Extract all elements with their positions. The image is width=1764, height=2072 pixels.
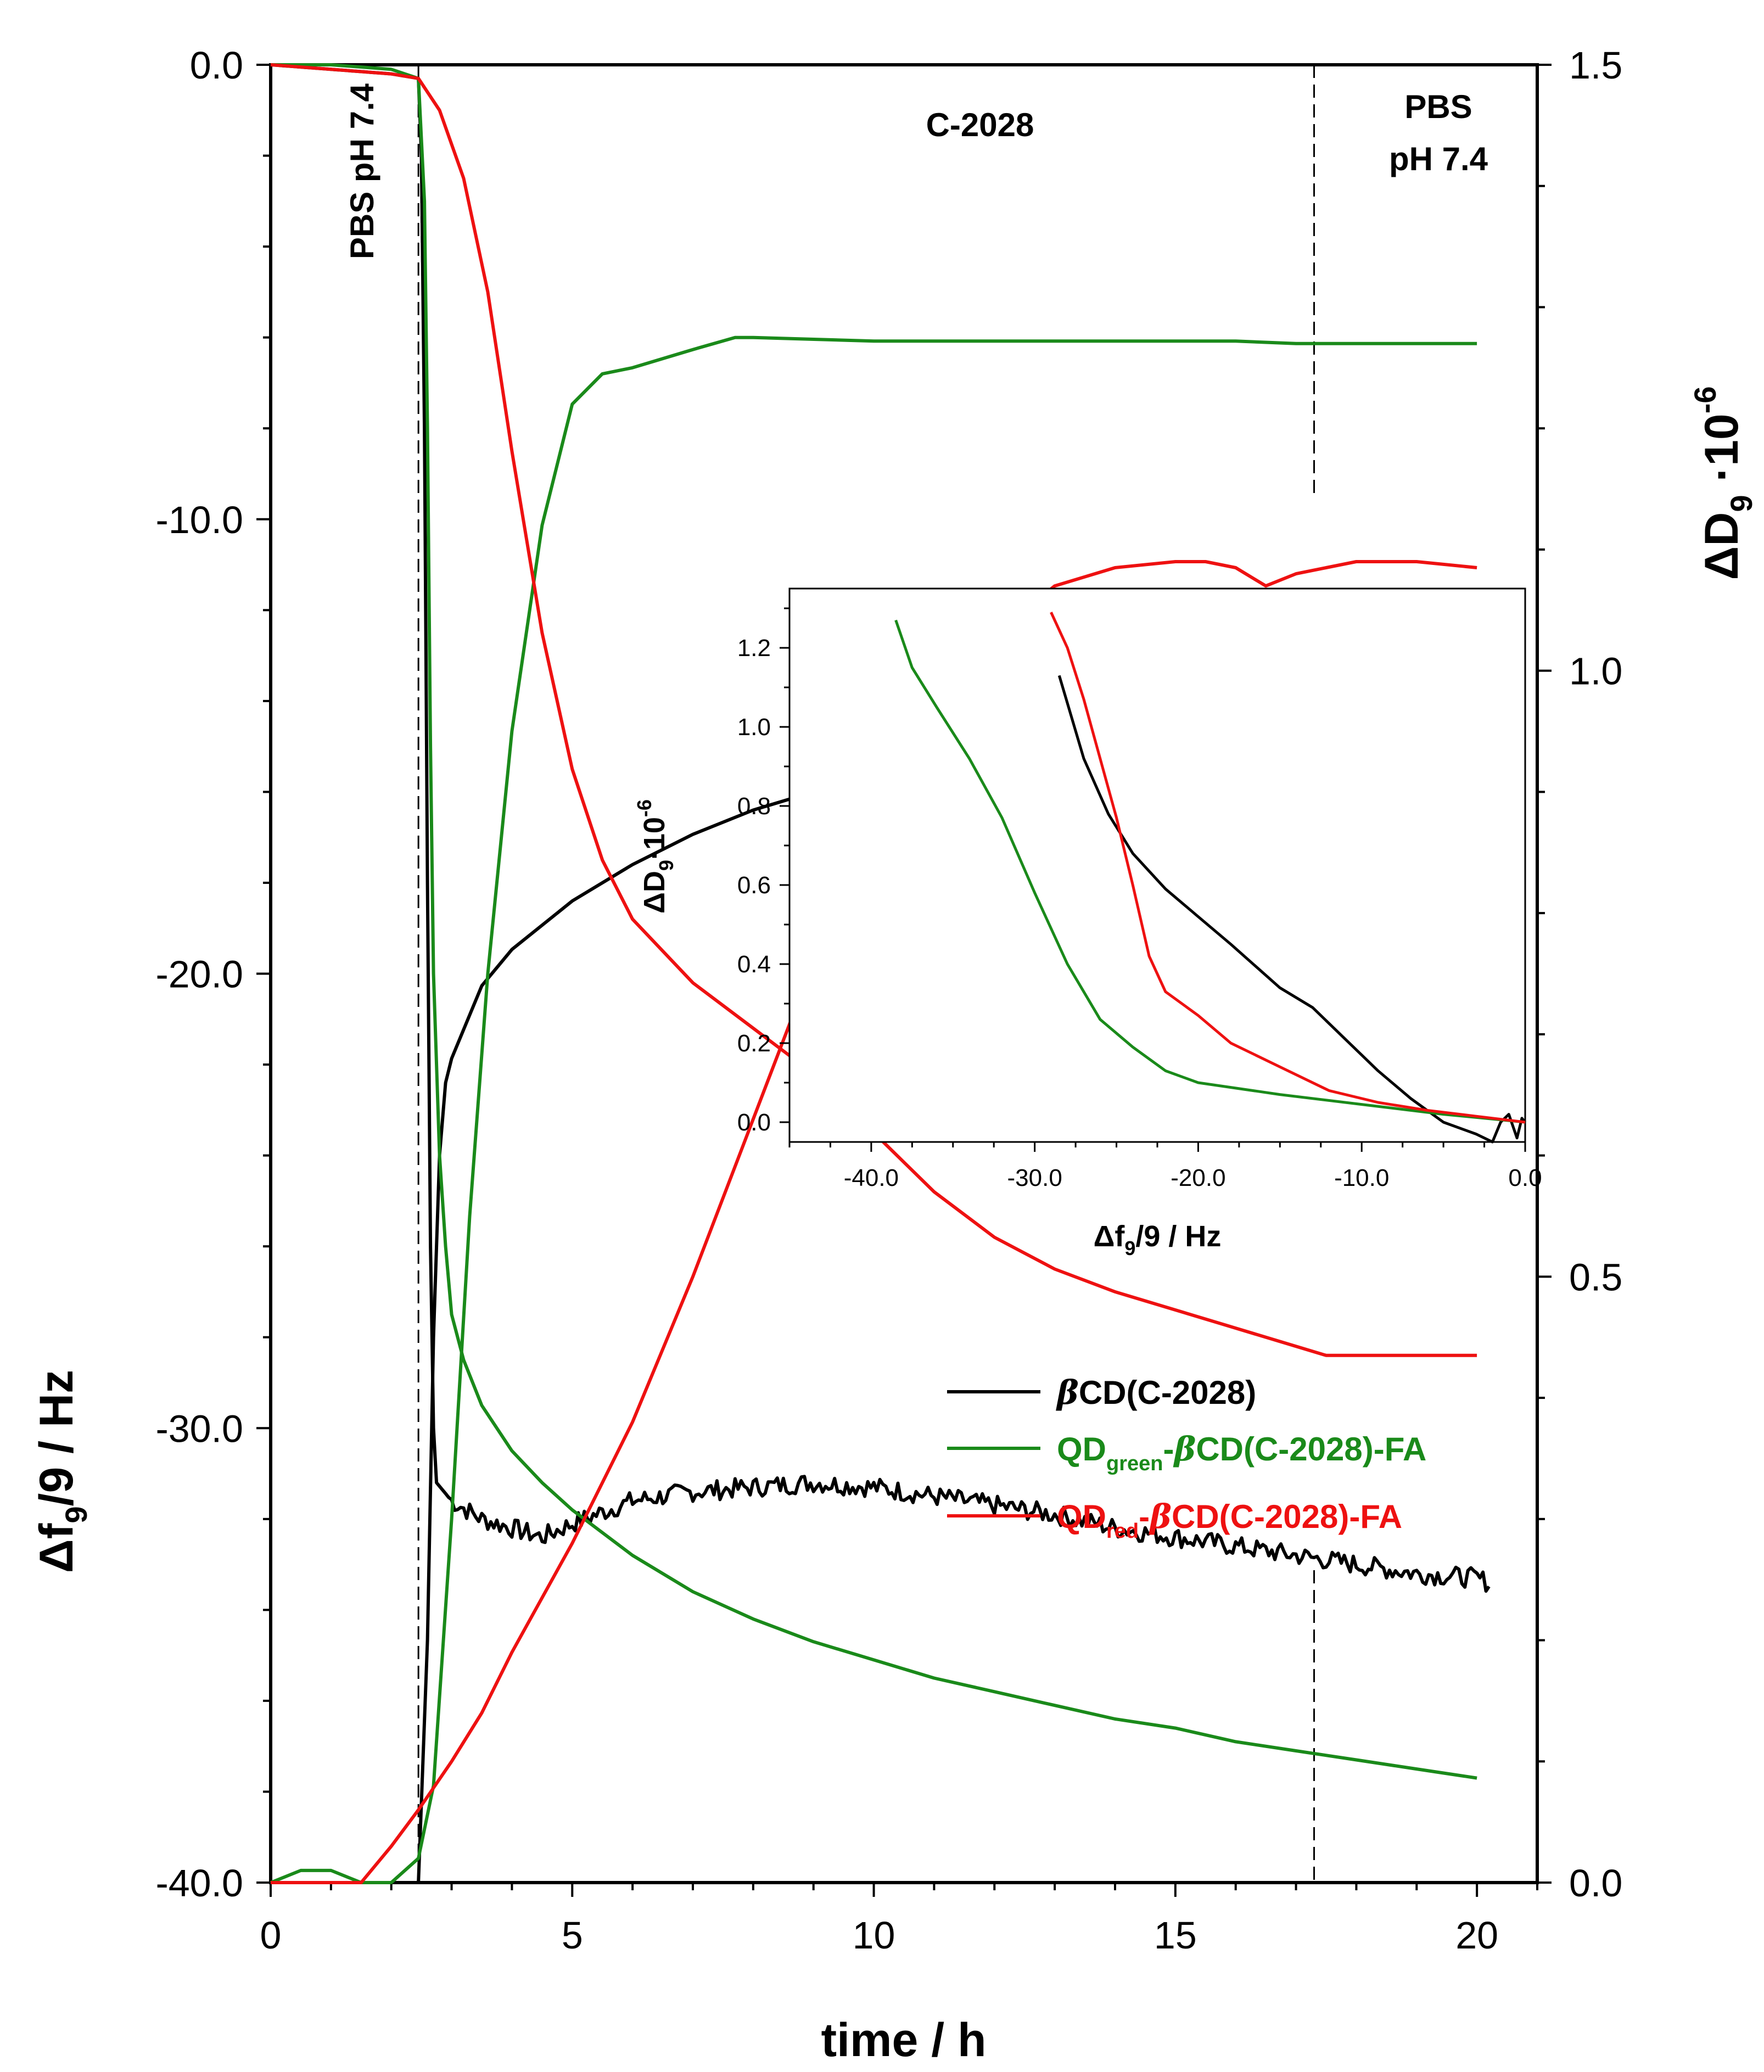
y-left-tick-labels: 0.0 -10.0 -20.0 -30.0 -40.0 <box>155 44 243 1905</box>
inset-x-tick-label: -30.0 <box>1007 1164 1062 1191</box>
inset-x-tick-labels: -40.0 -30.0 -20.0 -10.0 0.0 <box>844 1164 1542 1191</box>
inset-plot-frame <box>788 587 1526 1143</box>
inset-chart: -40.0 -30.0 -20.0 -10.0 0.0 0.0 0.2 0.4 … <box>633 587 1542 1259</box>
y-right-axis-title: ΔD9 ·10-6 <box>1688 386 1759 580</box>
inset-x-tick-label: -20.0 <box>1171 1164 1225 1191</box>
legend-entry-betacd: βCD(C-2028) <box>947 1374 1256 1412</box>
legend-label-qdgreen: QDgreen-βCD(C-2028)-FA <box>1057 1430 1426 1475</box>
legend: βCD(C-2028) QDgreen-βCD(C-2028)-FA QDred… <box>947 1374 1426 1543</box>
x-tick-label-15: 15 <box>1154 1914 1197 1957</box>
inset-y-tick-label: 1.0 <box>737 714 771 741</box>
axis-ticks <box>256 64 1552 1897</box>
y-left-tick-label: -10.0 <box>155 499 243 541</box>
y-right-tick-label: 1.5 <box>1569 44 1622 87</box>
legend-label-betacd: βCD(C-2028) <box>1056 1374 1256 1412</box>
annotation-pbs-start: PBS pH 7.4 <box>344 83 380 259</box>
annotation-pbs-end-line1: PBS <box>1404 88 1472 125</box>
inset-x-tick-label: -40.0 <box>844 1164 899 1191</box>
y-right-tick-label: 0.0 <box>1569 1862 1622 1905</box>
annotation-pbs-end-line2: pH 7.4 <box>1389 141 1488 177</box>
series-dissipation-line-1 <box>270 335 1477 1884</box>
y-right-tick-label: 1.0 <box>1569 650 1622 693</box>
inset-series-line-2 <box>1050 612 1526 1124</box>
inset-x-tick-label: -10.0 <box>1334 1164 1389 1191</box>
inset-y-tick-label: 0.8 <box>737 793 771 820</box>
y-right-tick-label: 0.5 <box>1569 1256 1622 1298</box>
inset-y-tick-label: 1.2 <box>737 635 771 662</box>
phase-divider-lines <box>417 65 1315 1883</box>
legend-entry-qdred: QDred-βCD(C-2028)-FA <box>947 1498 1402 1543</box>
inset-series-line-1 <box>894 619 1526 1124</box>
inset-y-tick-label: 0.0 <box>737 1109 771 1136</box>
inset-y-tick-label: 0.6 <box>737 872 771 899</box>
inset-series-line-0 <box>1057 675 1526 1144</box>
series-frequency-line-1 <box>271 63 1477 1780</box>
x-tick-label-0: 0 <box>260 1914 282 1957</box>
legend-entry-qdgreen: QDgreen-βCD(C-2028)-FA <box>947 1430 1426 1475</box>
inset-axis-ticks <box>780 607 1526 1152</box>
inset-y-axis-title: ΔD9·10-6 <box>633 799 677 914</box>
inset-series-lines <box>894 612 1526 1144</box>
inset-y-tick-labels: 0.0 0.2 0.4 0.6 0.8 1.0 1.2 <box>737 635 771 1136</box>
y-left-axis-title: Δf9/9 / Hz <box>30 1370 93 1573</box>
legend-label-qdred: QDred-βCD(C-2028)-FA <box>1057 1498 1402 1543</box>
x-tick-label-5: 5 <box>562 1914 583 1957</box>
y-left-tick-label: -30.0 <box>155 1407 243 1450</box>
annotation-c2028: C-2028 <box>926 107 1034 143</box>
inset-y-tick-label: 0.2 <box>737 1030 771 1057</box>
x-axis-title: time / h <box>821 2014 986 2067</box>
inset-y-tick-label: 0.4 <box>737 951 771 978</box>
y-right-tick-labels: 0.0 0.5 1.0 1.5 <box>1569 44 1622 1905</box>
x-tick-label-20: 20 <box>1455 1914 1498 1957</box>
y-left-tick-label: -40.0 <box>155 1862 243 1905</box>
series-frequency-line-0 <box>270 63 1491 1593</box>
inset-x-tick-label: 0.0 <box>1508 1164 1542 1191</box>
series-frequency-line-2 <box>270 63 1477 1357</box>
x-tick-labels: 0 5 10 15 20 <box>260 1914 1499 1957</box>
x-tick-label-10: 10 <box>853 1914 895 1957</box>
y-left-tick-label: 0.0 <box>190 44 243 87</box>
y-left-tick-label: -20.0 <box>155 953 243 996</box>
